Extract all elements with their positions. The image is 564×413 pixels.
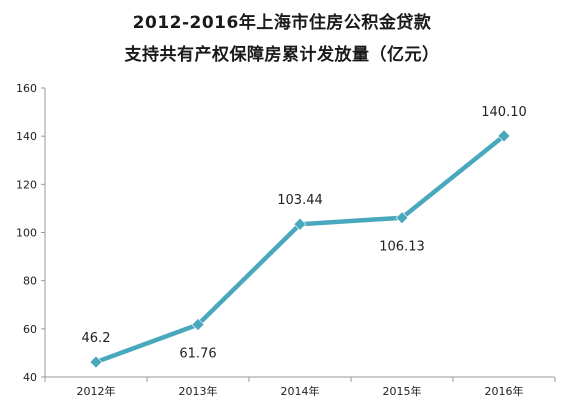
y-tick-label: 40 [23,371,37,384]
x-tick-label: 2015年 [383,384,422,398]
data-label: 103.44 [277,193,323,208]
y-tick-label: 120 [16,178,37,191]
data-point-marker [395,211,409,225]
series-path [93,133,507,365]
x-axis-ticks: 2012年 2013年 2014年 2015年 2016年 [44,377,556,398]
x-tick-label: 2014年 [281,384,320,398]
y-tick-label: 80 [23,275,37,288]
axes [44,88,555,378]
data-point-marker [191,318,205,332]
series-line [89,129,511,369]
y-tick-label: 100 [16,227,37,240]
data-label: 46.2 [82,331,111,346]
data-point-marker [89,355,103,369]
data-point-marker [497,129,511,143]
data-label: 106.13 [379,240,425,255]
y-tick-label: 60 [23,323,37,336]
data-label: 140.10 [481,105,527,120]
chart-title: 2012-2016年上海市住房公积金贷款 [132,13,432,33]
y-tick-label: 140 [16,130,37,143]
chart-subtitle: 支持共有产权保障房累计发放量（亿元） [124,45,440,65]
data-label: 61.76 [179,347,216,362]
x-tick-label: 2012年 [77,384,116,398]
x-tick-label: 2016年 [485,384,524,398]
x-tick-label: 2013年 [179,384,218,398]
y-tick-label: 160 [16,82,37,95]
data-labels: 46.2 61.76 103.44 106.13 140.10 [82,105,527,362]
data-point-marker [293,217,307,231]
y-axis-ticks: 40 60 80 100 120 140 160 [16,82,45,384]
